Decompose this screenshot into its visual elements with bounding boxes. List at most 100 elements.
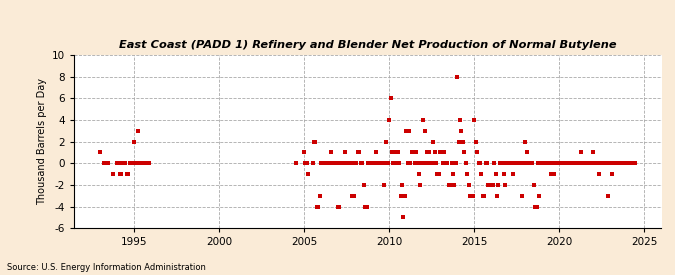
Point	[302, 161, 313, 166]
Point	[423, 150, 434, 155]
Point	[387, 150, 398, 155]
Point	[446, 161, 457, 166]
Point	[513, 161, 524, 166]
Point	[418, 118, 429, 122]
Point	[404, 129, 414, 133]
Point	[621, 161, 632, 166]
Point	[412, 161, 423, 166]
Point	[468, 194, 479, 198]
Point	[531, 204, 542, 209]
Point	[473, 161, 484, 166]
Point	[477, 194, 488, 198]
Point	[365, 161, 376, 166]
Point	[414, 172, 425, 176]
Point	[548, 172, 559, 176]
Point	[489, 161, 500, 166]
Point	[614, 161, 624, 166]
Point	[524, 161, 535, 166]
Point	[610, 161, 620, 166]
Point	[398, 215, 408, 220]
Point	[526, 161, 537, 166]
Point	[602, 194, 613, 198]
Point	[562, 161, 573, 166]
Point	[115, 172, 126, 176]
Point	[575, 150, 586, 155]
Point	[538, 161, 549, 166]
Point	[433, 172, 444, 176]
Point	[340, 150, 350, 155]
Point	[141, 161, 152, 166]
Point	[470, 139, 481, 144]
Point	[628, 161, 639, 166]
Text: Source: U.S. Energy Information Administration: Source: U.S. Energy Information Administ…	[7, 263, 206, 272]
Point	[455, 118, 466, 122]
Point	[458, 139, 468, 144]
Point	[346, 161, 356, 166]
Point	[439, 150, 450, 155]
Point	[395, 194, 406, 198]
Point	[316, 161, 327, 166]
Point	[303, 172, 314, 176]
Point	[553, 161, 564, 166]
Point	[587, 161, 597, 166]
Point	[529, 183, 539, 187]
Point	[608, 161, 619, 166]
Point	[580, 161, 591, 166]
Point	[422, 150, 433, 155]
Point	[381, 139, 392, 144]
Point	[571, 161, 582, 166]
Point	[618, 161, 628, 166]
Point	[487, 183, 498, 187]
Point	[588, 150, 599, 155]
Point	[117, 161, 128, 166]
Point	[140, 161, 151, 166]
Point	[535, 161, 546, 166]
Point	[123, 172, 134, 176]
Point	[625, 161, 636, 166]
Point	[402, 161, 413, 166]
Point	[432, 172, 443, 176]
Point	[374, 161, 385, 166]
Point	[401, 129, 412, 133]
Point	[136, 161, 146, 166]
Point	[383, 161, 394, 166]
Point	[113, 161, 124, 166]
Point	[352, 150, 363, 155]
Point	[298, 150, 309, 155]
Point	[313, 204, 323, 209]
Point	[364, 161, 375, 166]
Point	[494, 161, 505, 166]
Point	[384, 118, 395, 122]
Point	[510, 161, 521, 166]
Point	[425, 161, 436, 166]
Point	[342, 161, 353, 166]
Point	[560, 161, 570, 166]
Point	[611, 161, 622, 166]
Point	[392, 150, 403, 155]
Point	[460, 161, 471, 166]
Point	[616, 161, 627, 166]
Point	[437, 161, 448, 166]
Point	[421, 161, 431, 166]
Point	[534, 194, 545, 198]
Point	[551, 161, 562, 166]
Point	[463, 183, 474, 187]
Point	[469, 118, 480, 122]
Point	[320, 161, 331, 166]
Point	[99, 161, 109, 166]
Point	[554, 161, 565, 166]
Point	[603, 161, 614, 166]
Point	[561, 161, 572, 166]
Point	[453, 139, 464, 144]
Point	[629, 161, 640, 166]
Point	[472, 150, 483, 155]
Point	[321, 161, 332, 166]
Point	[120, 161, 131, 166]
Point	[107, 172, 118, 176]
Point	[615, 161, 626, 166]
Point	[576, 161, 587, 166]
Point	[475, 161, 485, 166]
Point	[612, 161, 623, 166]
Point	[361, 204, 372, 209]
Point	[595, 161, 606, 166]
